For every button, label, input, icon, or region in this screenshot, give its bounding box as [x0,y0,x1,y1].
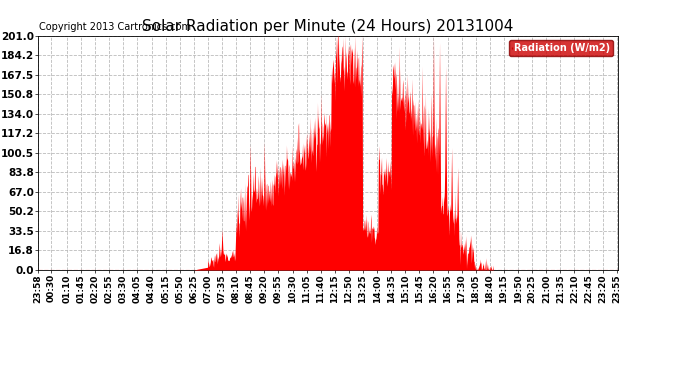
Title: Solar Radiation per Minute (24 Hours) 20131004: Solar Radiation per Minute (24 Hours) 20… [142,20,513,34]
Legend: Radiation (W/m2): Radiation (W/m2) [509,40,613,56]
Text: Copyright 2013 Cartronics.com: Copyright 2013 Cartronics.com [39,22,190,32]
